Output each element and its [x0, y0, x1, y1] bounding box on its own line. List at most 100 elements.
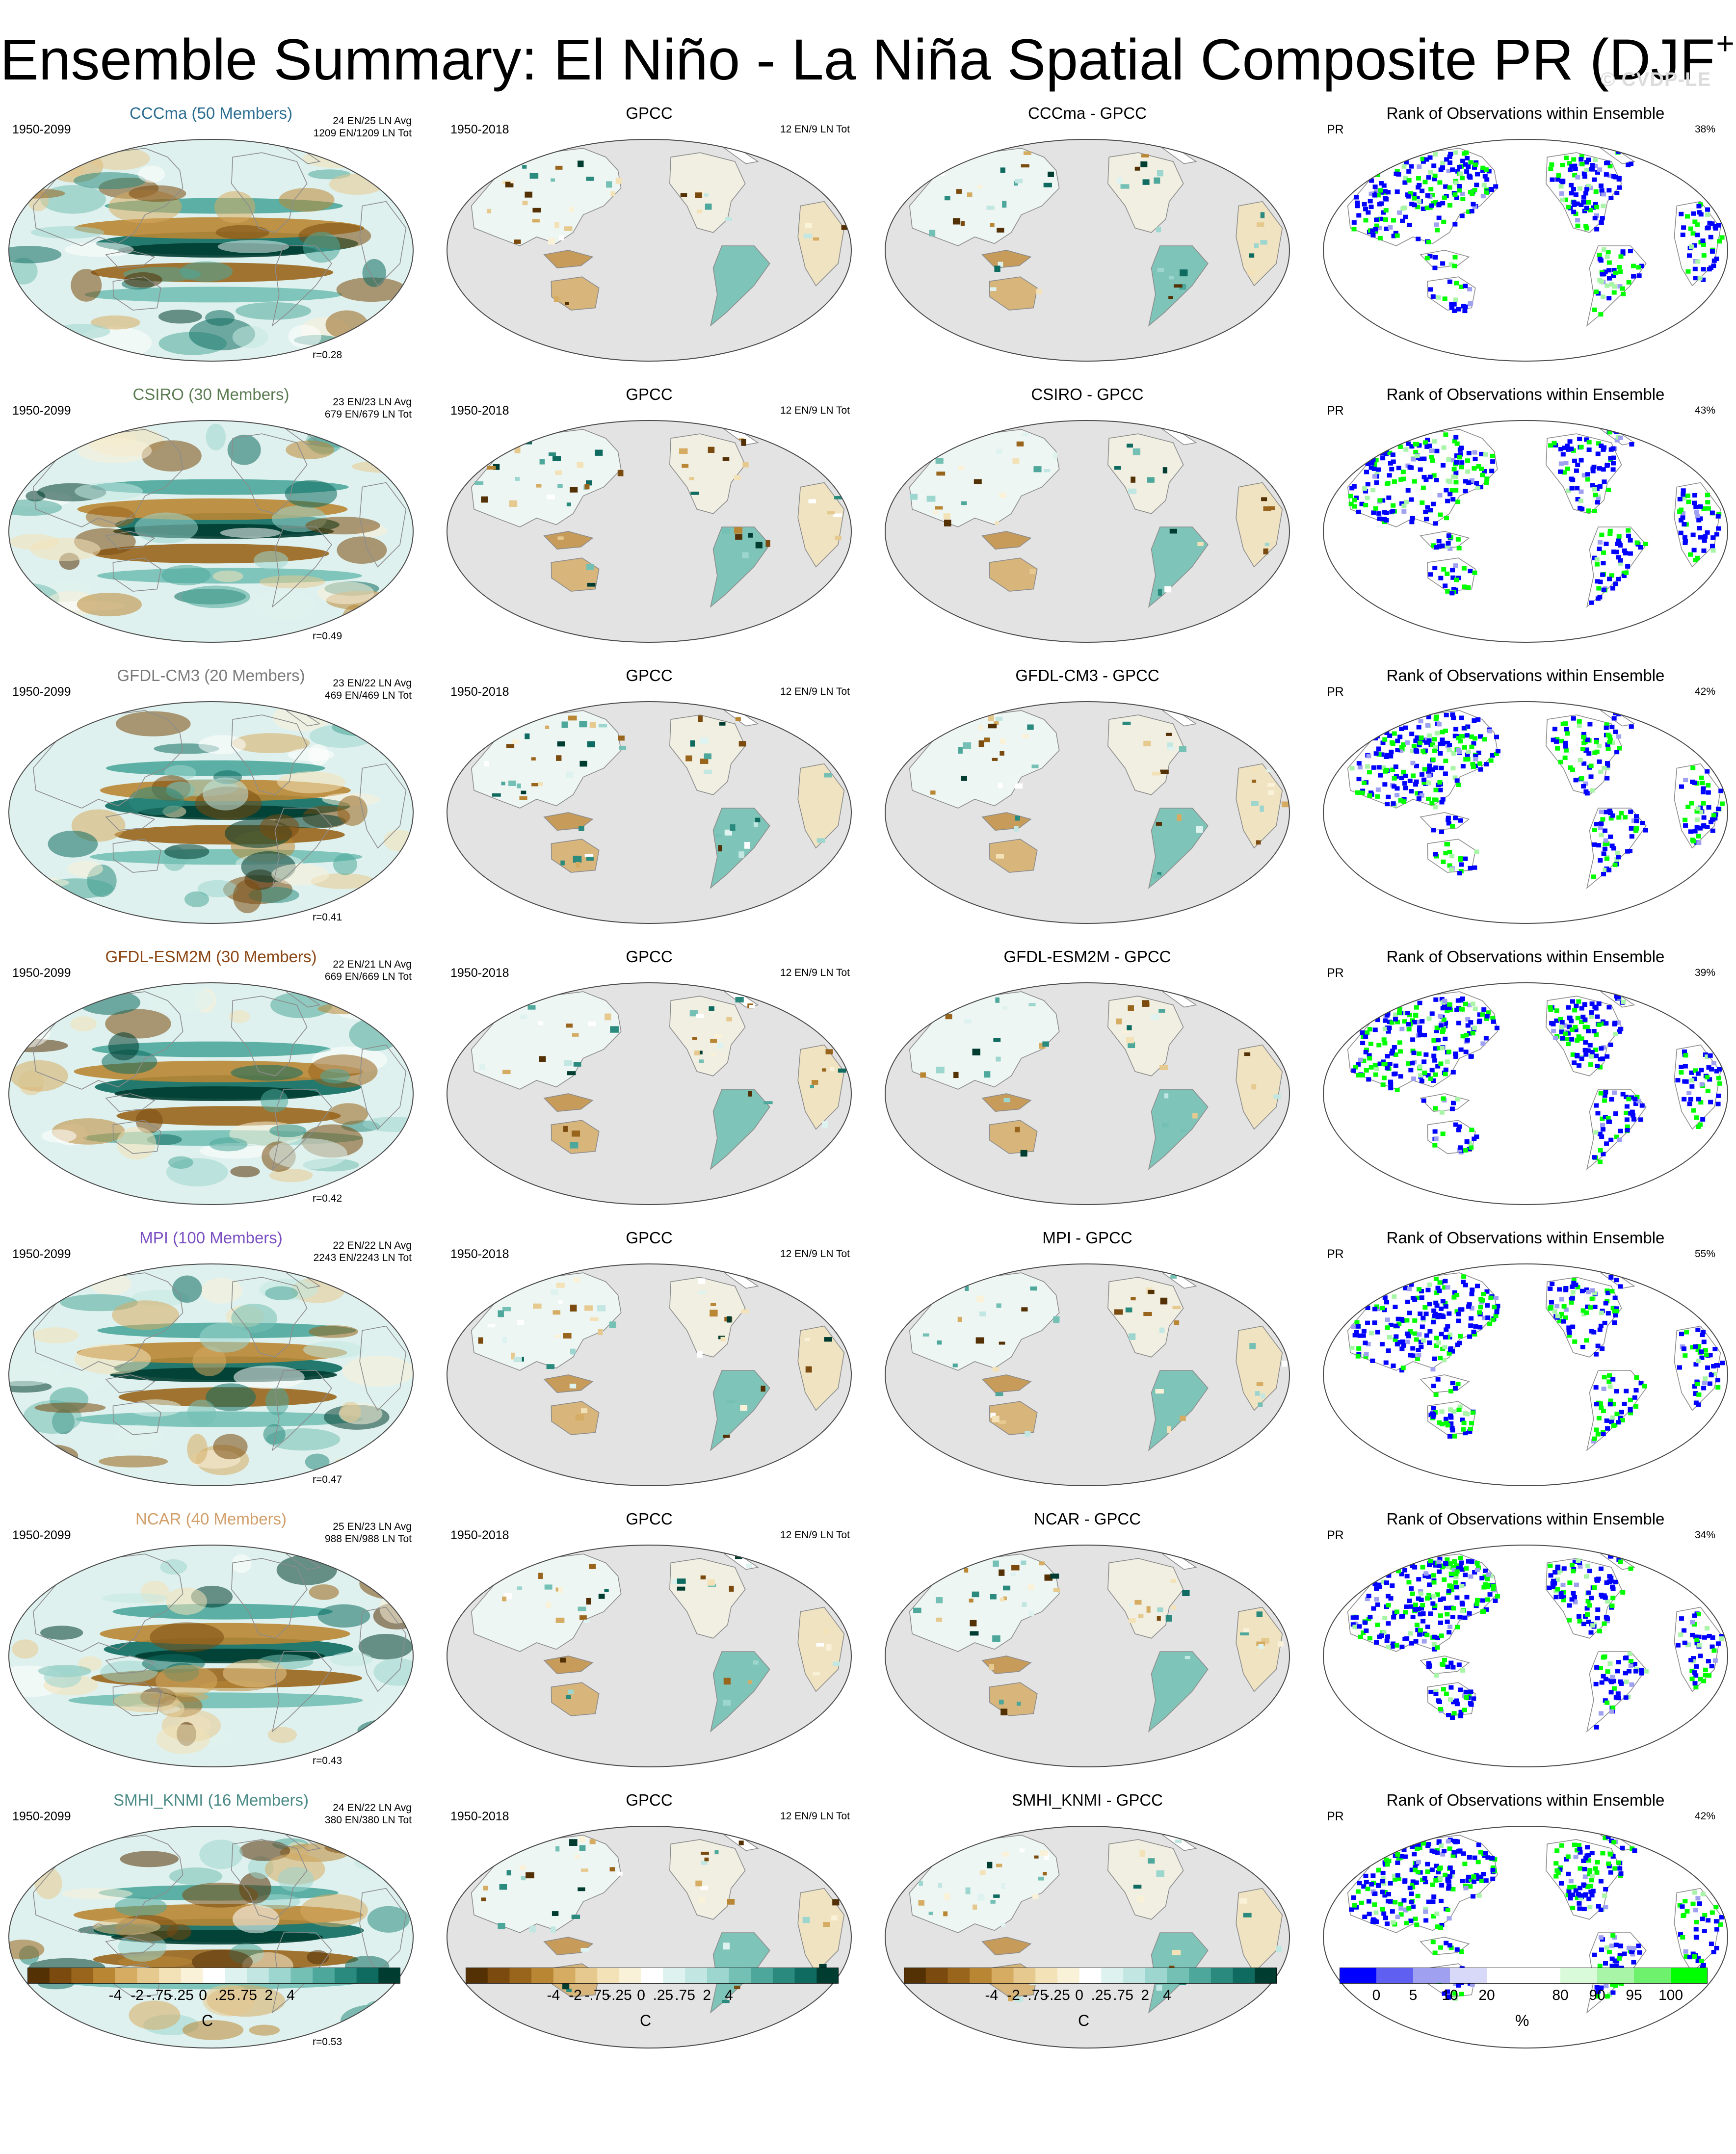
- rank-cell: [1364, 470, 1369, 474]
- rank-cell: [1578, 1866, 1583, 1871]
- rank-cell: [1710, 548, 1716, 553]
- rank-cell: [1447, 1630, 1452, 1635]
- rank-cell: [1363, 207, 1368, 211]
- rank-cell: [1606, 867, 1612, 872]
- land-anomaly-cell: [554, 1335, 561, 1338]
- land-anomaly-cell: [928, 1912, 933, 1916]
- rank-cell: [1444, 1941, 1449, 1945]
- rank-cell: [1551, 1022, 1556, 1026]
- rank-cell: [1420, 188, 1425, 193]
- rank-cell: [1473, 736, 1478, 741]
- land-anomaly-cell: [984, 1071, 991, 1078]
- land-anomaly-cell: [589, 1839, 596, 1844]
- land-anomaly-cell: [1263, 548, 1268, 554]
- rank-cell: [1436, 1038, 1441, 1043]
- land-anomaly-cell: [1128, 1005, 1134, 1011]
- rank-cell: [1415, 1893, 1420, 1898]
- land-anomaly-cell: [999, 1420, 1006, 1424]
- rank-cell: [1600, 1127, 1605, 1132]
- land-anomaly-cell: [1184, 1655, 1190, 1659]
- coastline: [669, 1277, 746, 1358]
- rank-cell: [1594, 1352, 1599, 1357]
- rank-cell: [1480, 168, 1485, 173]
- anomaly-patch: [44, 1666, 81, 1688]
- rank-cell: [1603, 269, 1608, 274]
- anomaly-patch: [217, 240, 289, 253]
- rank-cell: [1572, 1339, 1578, 1344]
- coastline: [112, 839, 161, 873]
- rank-cell: [1375, 1018, 1381, 1023]
- rank-cell: [1463, 1884, 1468, 1889]
- rank-cell: [1629, 1095, 1634, 1100]
- rank-cell: [1444, 1691, 1449, 1696]
- land-anomaly-cell: [689, 477, 694, 480]
- rank-cell: [1556, 173, 1561, 178]
- rank-cell: [1435, 1314, 1441, 1319]
- rank-cell: [1584, 1338, 1589, 1343]
- rank-cell: [1403, 1908, 1408, 1913]
- land-anomaly-cell: [823, 1922, 830, 1927]
- rank-cell: [1719, 1634, 1724, 1639]
- rank-cell: [1689, 1668, 1695, 1673]
- coastline: [710, 1089, 770, 1170]
- rank-cell: [1401, 742, 1406, 747]
- anomaly-patch: [11, 149, 62, 174]
- rank-cell: [1559, 191, 1564, 196]
- rank-cell: [1389, 1051, 1394, 1056]
- land-anomaly-cell: [805, 1338, 810, 1341]
- coastline: [271, 1932, 332, 2014]
- rank-cell: [1349, 1345, 1355, 1350]
- rank-cell: [1487, 1321, 1493, 1326]
- anomaly-patch: [32, 1327, 79, 1344]
- rank-cell: [1611, 455, 1616, 460]
- rank-cell: [1361, 1034, 1366, 1039]
- rank-cell: [1419, 1295, 1424, 1300]
- land-anomaly-cell: [1020, 1150, 1027, 1157]
- colorbar-tick-label: 0: [1075, 1987, 1083, 2003]
- rank-cell: [1397, 1049, 1403, 1054]
- rank-cell: [1442, 1849, 1447, 1854]
- rank-cell: [1606, 276, 1612, 281]
- rank-cell: [1442, 1657, 1447, 1662]
- coastline: [797, 1888, 845, 1973]
- rank-cell: [1476, 1842, 1481, 1847]
- rank-cell: [1559, 1297, 1564, 1302]
- rank-cell: [1548, 1286, 1553, 1291]
- rank-cell: [1449, 1588, 1454, 1593]
- avg-counts: 24 EN/22 LN Avg: [333, 1802, 412, 1813]
- land-anomaly-cell: [698, 715, 703, 722]
- land-anomaly-cell: [1267, 506, 1275, 510]
- rank-cell: [1578, 157, 1584, 162]
- rank-cell: [1431, 1308, 1437, 1313]
- land-anomaly-cell: [1154, 177, 1160, 184]
- land-anomaly-cell: [1000, 751, 1004, 756]
- rank-cell: [1453, 1981, 1458, 1986]
- anomaly-patch: [233, 880, 262, 914]
- obs-title: GPCC: [626, 385, 673, 403]
- rank-cell: [1714, 1927, 1719, 1932]
- land-anomaly-cell: [992, 1416, 1000, 1422]
- land-anomaly-cell: [1240, 1632, 1249, 1636]
- rank-cell: [1368, 1615, 1373, 1620]
- rank-cell: [1447, 1916, 1452, 1921]
- rank-cell: [1438, 1061, 1444, 1066]
- rank-cell: [1429, 1068, 1435, 1073]
- rank-cell: [1566, 447, 1571, 452]
- land-anomaly-cell: [558, 1300, 563, 1304]
- rank-cell: [1350, 1615, 1356, 1620]
- anomaly-band: [92, 1041, 331, 1057]
- map-panel-model: NCAR (40 Members) 1950-2099 25 EN/23 LN Av…: [2, 1509, 420, 1781]
- rank-cell: [1613, 1313, 1618, 1318]
- map-border: [447, 1826, 852, 2049]
- rank-cell: [1558, 447, 1564, 452]
- rank-cell: [1391, 218, 1396, 223]
- rank-cell: [1604, 254, 1610, 259]
- rank-cell: [1588, 1884, 1593, 1889]
- rank-cell: [1423, 1880, 1428, 1885]
- rank-cell: [1354, 195, 1359, 200]
- rank-cell: [1365, 764, 1370, 769]
- rank-cell: [1448, 1584, 1454, 1589]
- coastline: [1546, 714, 1622, 795]
- rank-cell: [1376, 467, 1381, 472]
- rank-cell: [1400, 1366, 1406, 1370]
